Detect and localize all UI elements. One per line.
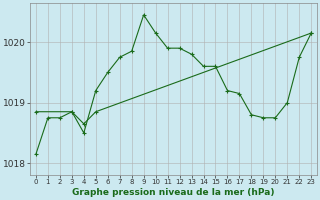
X-axis label: Graphe pression niveau de la mer (hPa): Graphe pression niveau de la mer (hPa)	[72, 188, 275, 197]
